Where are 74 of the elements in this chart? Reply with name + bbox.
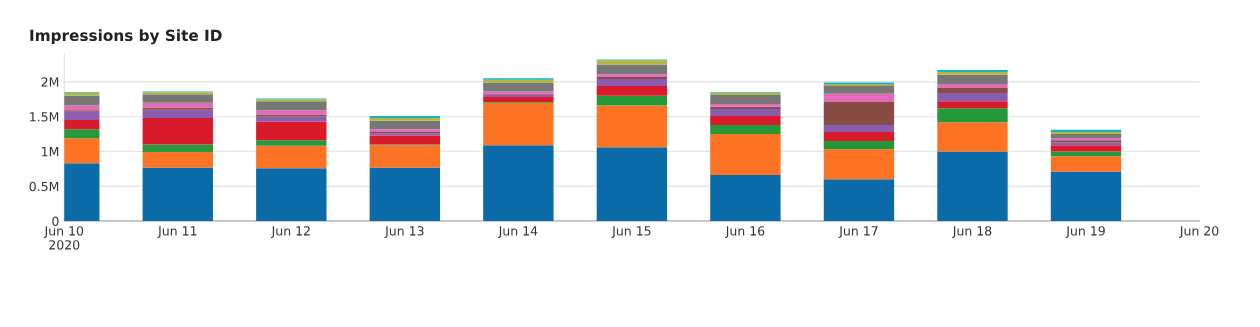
bar (937, 108, 1008, 123)
bar (142, 107, 213, 110)
bar (937, 101, 1008, 109)
bar (142, 167, 213, 222)
bar (823, 140, 895, 150)
chart-title: Impressions by Site ID (30, 29, 222, 45)
bar (256, 121, 327, 141)
bar (823, 124, 895, 132)
bar (483, 82, 554, 92)
bar (1050, 171, 1122, 222)
bar (369, 145, 441, 168)
bar (483, 102, 554, 146)
bar (256, 140, 327, 146)
bar (596, 105, 668, 148)
bar (937, 92, 1008, 102)
bar (1050, 156, 1122, 172)
y-tick-label: 2M (41, 77, 59, 87)
x-tick-label: Jun 14 (498, 226, 538, 238)
bar (937, 122, 1008, 152)
x-tick-label: Jun 16 (725, 226, 765, 238)
bar (823, 131, 895, 141)
bar (596, 85, 668, 96)
bar (937, 83, 1008, 89)
x-tick-label: Jun 15 (611, 226, 651, 238)
bar (256, 114, 327, 117)
x-tick-label: Jun 20 (1179, 226, 1219, 238)
bar (369, 167, 441, 222)
bar (142, 144, 213, 153)
bar (596, 60, 668, 65)
bar (596, 79, 668, 86)
bar (823, 93, 895, 102)
x-tick-label: Jun 12 (270, 226, 310, 238)
bar (710, 175, 781, 222)
bar (256, 168, 327, 222)
bar (823, 149, 895, 180)
bar (596, 95, 668, 106)
bar (142, 118, 213, 145)
bar (937, 74, 1008, 84)
bar (142, 94, 213, 103)
bar (823, 85, 895, 94)
bar (710, 124, 781, 135)
x-tick-label: Jun 18 (952, 226, 992, 238)
x-tick-label: Jun 10 2020 (43, 226, 84, 250)
bar (823, 179, 895, 222)
bar (710, 95, 781, 105)
bar (710, 108, 781, 116)
bar (823, 102, 895, 125)
bar (937, 151, 1008, 222)
y-tick-label: 1.5M (30, 112, 59, 122)
bar (256, 110, 327, 115)
bar (596, 64, 668, 75)
x-tick-label: Jun 13 (384, 226, 424, 238)
bar (483, 97, 554, 102)
bar (1050, 151, 1122, 157)
x-tick-label: Jun 11 (157, 226, 197, 238)
bar (142, 152, 213, 168)
bar (142, 102, 213, 108)
bar (1050, 145, 1122, 152)
y-tick-label: 0.5M (29, 181, 59, 192)
bar (369, 135, 441, 145)
bar (256, 145, 327, 169)
y-tick-label: 0 (52, 216, 59, 226)
bar (369, 120, 441, 130)
x-tick-label: Jun 17 (838, 226, 878, 238)
bar (483, 145, 554, 222)
bar (142, 109, 213, 119)
x-tick-label: Jun 19 (1065, 226, 1105, 238)
bar (937, 88, 1008, 93)
bar (710, 134, 781, 176)
bar (256, 101, 327, 111)
bar (596, 147, 668, 222)
bar (710, 115, 781, 125)
y-tick-label: 1M (42, 147, 59, 157)
bar (1050, 134, 1122, 139)
